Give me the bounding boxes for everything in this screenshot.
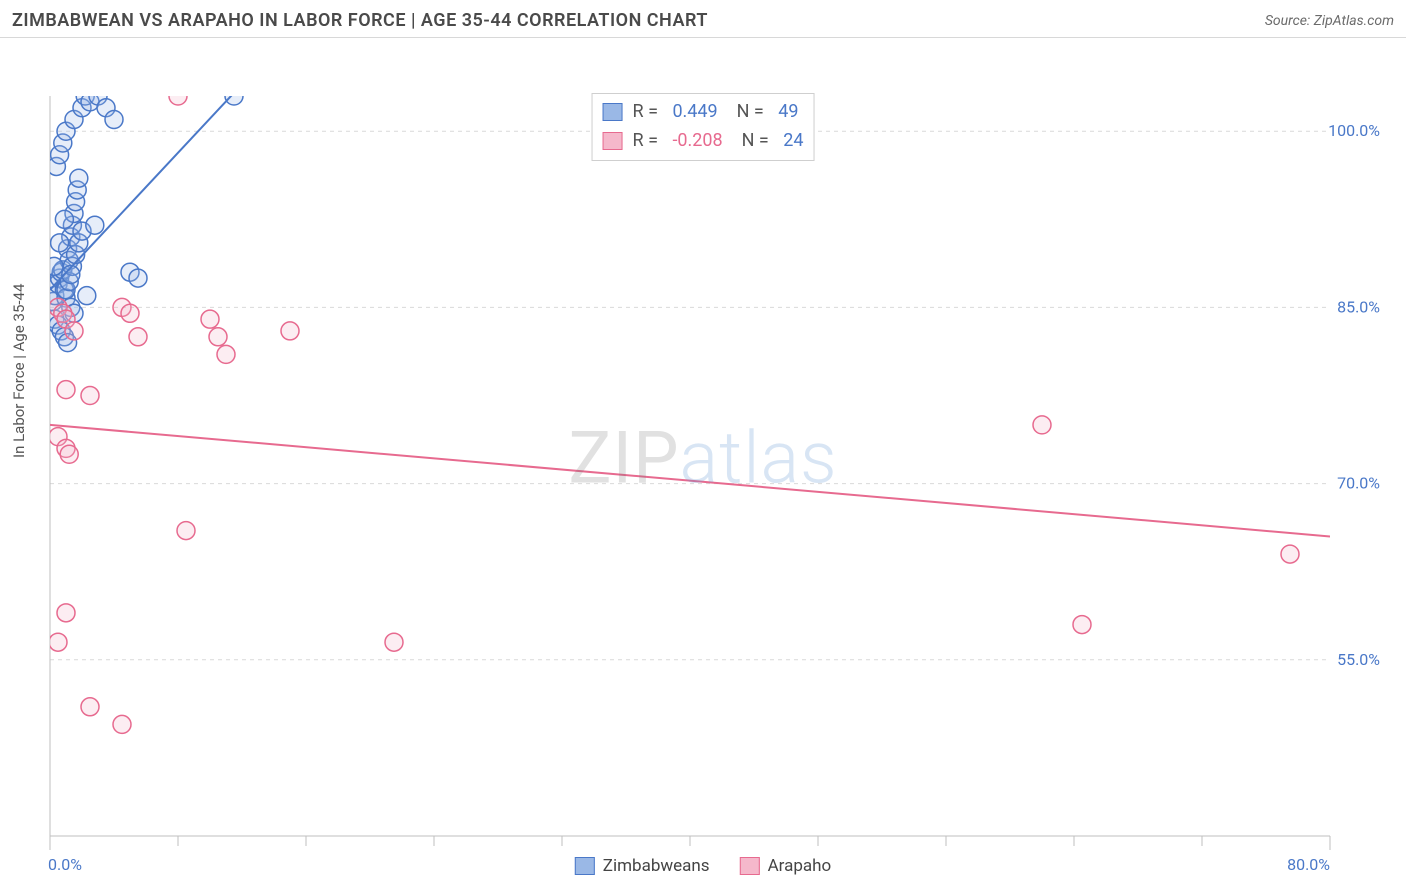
legend-swatch-arapaho (740, 857, 760, 875)
swatch-zimbabweans (603, 103, 623, 121)
stat-n-arapaho: 24 (783, 127, 803, 156)
svg-text:80.0%: 80.0% (1287, 855, 1330, 874)
stats-row-arapaho: R = -0.208 N = 24 (603, 127, 804, 156)
stats-row-zimbabweans: R = 0.449 N = 49 (603, 98, 804, 127)
chart-area: In Labor Force | Age 35-44 55.0% 70.0% 85.… (0, 38, 1406, 878)
svg-text:85.0%: 85.0% (1337, 297, 1380, 316)
stat-r-zimbabweans: 0.449 (672, 98, 717, 127)
chart-source: Source: ZipAtlas.com (1265, 13, 1394, 29)
legend-item-zimbabweans: Zimbabweans (575, 856, 710, 876)
svg-text:70.0%: 70.0% (1337, 474, 1380, 493)
legend-label-arapaho: Arapaho (768, 856, 832, 876)
svg-text:0.0%: 0.0% (48, 855, 82, 874)
svg-text:55.0%: 55.0% (1337, 650, 1380, 669)
chart-title: ZIMBABWEAN VS ARAPAHO IN LABOR FORCE | A… (12, 10, 708, 31)
stat-n-zimbabweans: 49 (778, 98, 798, 127)
legend-item-arapaho: Arapaho (740, 856, 832, 876)
legend-label-zimbabweans: Zimbabweans (603, 856, 710, 876)
y-axis-label: In Labor Force | Age 35-44 (10, 284, 28, 458)
svg-text:100.0%: 100.0% (1328, 121, 1380, 140)
legend-swatch-zimbabweans (575, 857, 595, 875)
swatch-arapaho (603, 132, 623, 150)
stats-legend: R = 0.449 N = 49 R = -0.208 N = 24 (592, 93, 815, 161)
chart-header: ZIMBABWEAN VS ARAPAHO IN LABOR FORCE | A… (0, 0, 1406, 38)
scatter-plot-svg: 55.0% 70.0% 85.0% 100.0% 0.0% 80.0% (0, 38, 1406, 878)
bottom-legend: Zimbabweans Arapaho (575, 856, 831, 876)
stat-r-arapaho: -0.208 (672, 127, 722, 156)
